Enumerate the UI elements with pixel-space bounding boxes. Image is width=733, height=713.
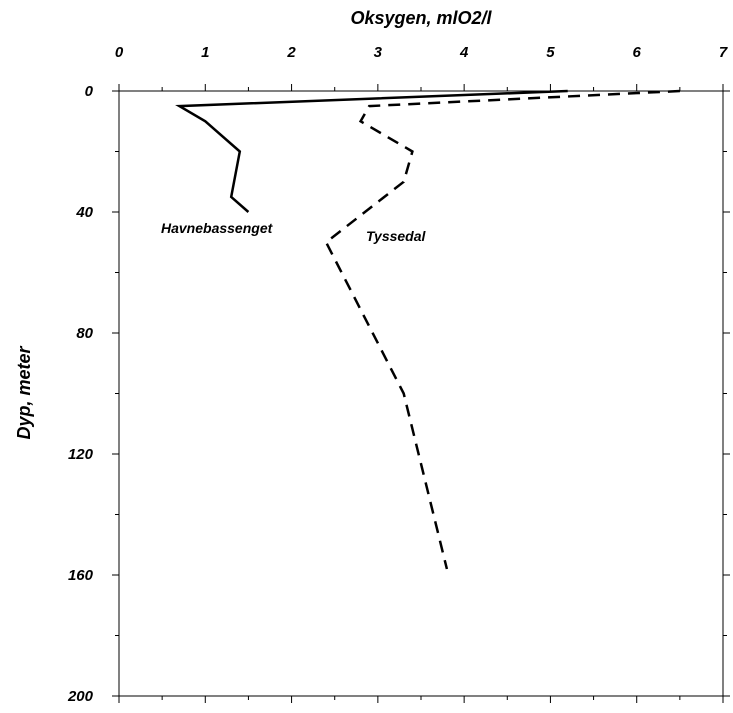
series-label-havnebassenget: Havnebassenget [161, 220, 274, 236]
y-tick-label: 80 [76, 325, 93, 342]
x-tick-label: 3 [374, 44, 383, 61]
series-line-1 [324, 89, 680, 570]
x-tick-label: 6 [633, 44, 642, 61]
plot-frame [118, 90, 724, 697]
x-tick-label: 7 [719, 44, 728, 61]
x-tick-label: 0 [115, 44, 124, 61]
y-axis-title: Dyp, meter [14, 345, 34, 439]
series-line-0 [175, 89, 568, 213]
y-tick-label: 200 [67, 688, 94, 705]
y-tick-label: 160 [68, 567, 94, 584]
x-tick-label: 4 [459, 44, 469, 61]
x-axis-title: Oksygen, mlO2/l [350, 8, 492, 28]
y-axis-ticks: 0 40 80 120 160 200 [67, 83, 730, 705]
x-axis-ticks: 0 1 2 3 4 5 6 7 [115, 44, 728, 703]
series-layer [175, 89, 680, 570]
x-tick-label: 1 [201, 44, 209, 61]
x-tick-label: 2 [286, 44, 296, 61]
y-tick-label: 120 [68, 446, 94, 463]
series-label-tyssedal: Tyssedal [366, 228, 427, 244]
x-tick-label: 5 [546, 44, 555, 61]
y-tick-label: 0 [85, 83, 94, 100]
y-tick-label: 40 [75, 204, 93, 221]
